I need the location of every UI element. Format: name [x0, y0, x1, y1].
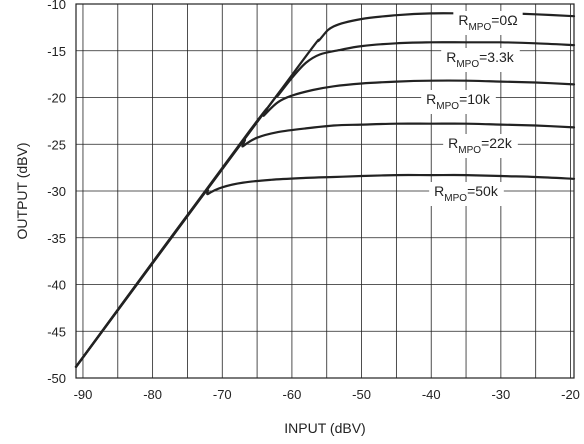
y-tick-label: -35: [47, 231, 66, 246]
series-line: [74, 41, 576, 368]
series-label-value: =0Ω: [491, 12, 517, 28]
y-tick-label: -40: [47, 278, 66, 293]
series-label-symbol: R: [448, 135, 458, 151]
series-line: [74, 122, 576, 368]
series-label: RMPO=3.3k: [446, 49, 515, 70]
series-label-background: [453, 11, 523, 35]
series-label-symbol: R: [458, 12, 468, 28]
series-label-value: =50k: [467, 183, 499, 199]
series-label-subscript: MPO: [468, 22, 491, 33]
x-tick-label: -80: [143, 387, 162, 402]
series-line: [74, 173, 576, 368]
series-label-background: [443, 134, 518, 158]
series-label-subscript: MPO: [456, 59, 479, 70]
series-label: RMPO=50k: [434, 183, 499, 204]
y-tick-label: -30: [47, 184, 66, 199]
series-label: RMPO=22k: [448, 135, 513, 156]
y-tick-label: -20: [47, 91, 66, 106]
y-tick-label: -25: [47, 137, 66, 152]
series-label-subscript: MPO: [436, 101, 459, 112]
plot-frame: [75, 3, 575, 379]
series-label: RMPO=0Ω: [458, 12, 517, 33]
y-axis-label: OUTPUT (dBV): [14, 143, 30, 240]
series-line: [74, 79, 576, 368]
y-tick-label: -15: [47, 44, 66, 59]
series-label-background: [441, 48, 520, 72]
x-tick-label: -20: [561, 387, 580, 402]
series-label: RMPO=10k: [426, 91, 491, 112]
series-label-symbol: R: [446, 49, 456, 65]
x-axis-label: INPUT (dBV): [284, 420, 365, 436]
y-tick-labels: -10 -15 -20 -25 -30 -35 -40 -45 -50: [47, 0, 66, 386]
series-label-value: =3.3k: [479, 49, 515, 65]
y-tick-label: -45: [47, 324, 66, 339]
x-tick-label: -90: [74, 387, 93, 402]
x-tick-label: -50: [352, 387, 371, 402]
x-tick-labels: -90 -80 -70 -60 -50 -40 -30 -20: [74, 387, 580, 402]
series-label-value: =22k: [481, 135, 513, 151]
series-label-subscript: MPO: [444, 193, 467, 204]
x-tick-label: -30: [491, 387, 510, 402]
series-label-symbol: R: [426, 91, 436, 107]
series-label-background: [429, 182, 504, 206]
y-tick-label: -50: [47, 371, 66, 386]
x-tick-label: -70: [213, 387, 232, 402]
y-tick-label: -10: [47, 0, 66, 12]
series-label-symbol: R: [434, 183, 444, 199]
series-label-background: [421, 90, 496, 114]
x-tick-label: -40: [422, 387, 441, 402]
series-label-subscript: MPO: [458, 145, 481, 156]
x-tick-label: -60: [283, 387, 302, 402]
series-label-value: =10k: [459, 91, 491, 107]
